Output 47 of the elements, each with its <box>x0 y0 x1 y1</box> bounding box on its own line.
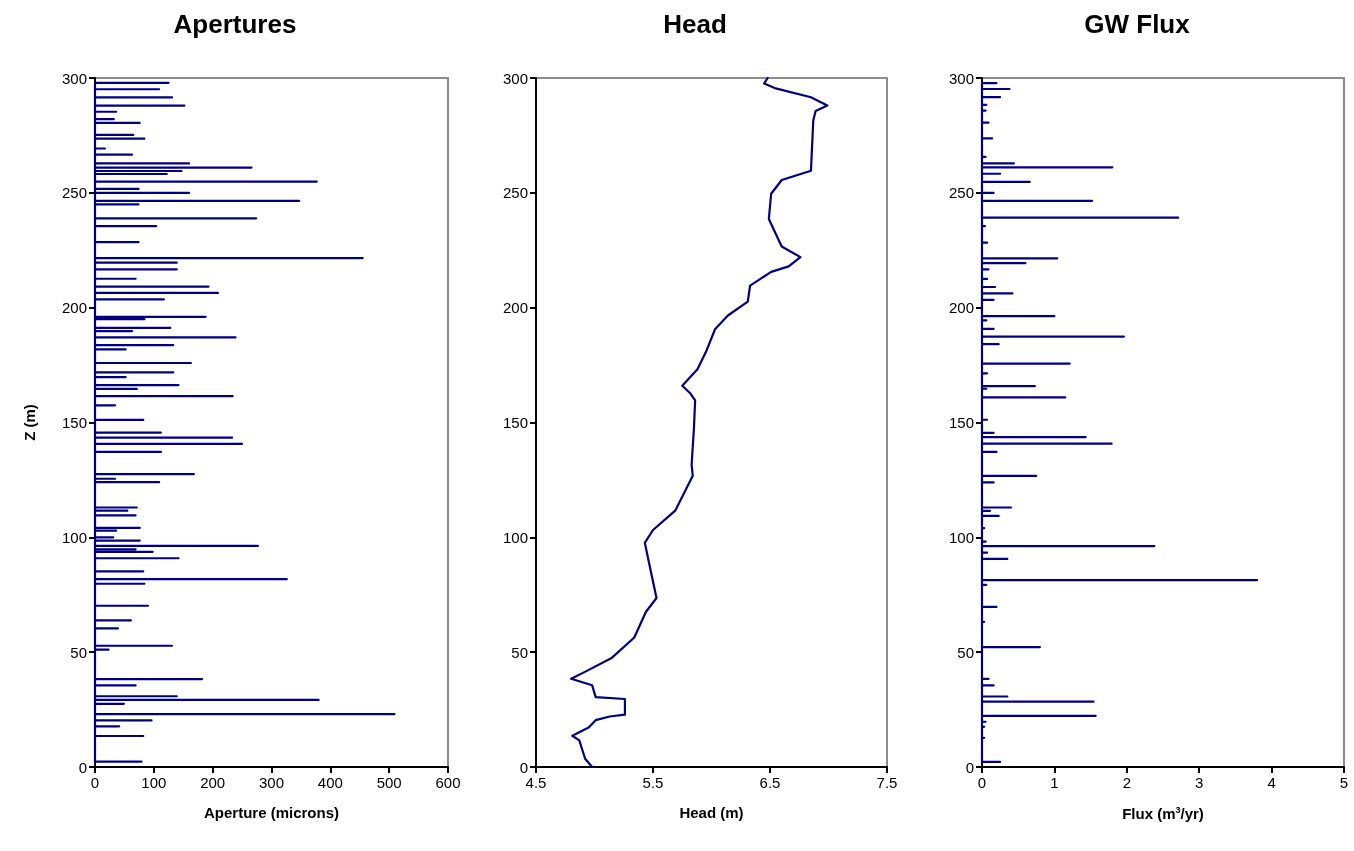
line-series <box>980 81 1259 764</box>
y-tick-label: 250 <box>502 184 528 202</box>
y-tick-label: 100 <box>948 528 974 546</box>
x-axis-title: Aperture (microns) <box>203 804 340 821</box>
y-tick-label: 50 <box>70 643 87 661</box>
y-axis-title: Z (m) <box>21 404 38 441</box>
y-tick-label: 0 <box>519 758 528 776</box>
x-tick-label: 100 <box>141 774 167 791</box>
y-tick-label: 200 <box>61 299 87 317</box>
x-tick-label: 200 <box>200 774 226 791</box>
y-tick-label: 200 <box>948 299 974 317</box>
x-tick-label: 4.5 <box>525 774 547 791</box>
x-tick-label: 4 <box>1267 774 1276 791</box>
y-tick-label: 250 <box>61 184 87 202</box>
y-tick-label: 150 <box>502 414 528 431</box>
y-tick-label: 150 <box>948 414 974 431</box>
x-tick-label: 600 <box>435 774 461 791</box>
y-tick-label: 150 <box>61 414 87 431</box>
x-tick-label: 3 <box>1195 774 1204 791</box>
x-tick-label: 300 <box>258 774 285 791</box>
x-tick-label: 1 <box>1050 774 1059 791</box>
line-series <box>93 81 396 763</box>
y-tick-label: 300 <box>61 69 87 87</box>
x-tick-label: 400 <box>317 774 343 791</box>
x-tick-label: 5 <box>1339 774 1349 791</box>
x-tick-label: 0 <box>977 774 987 791</box>
y-tick-label: 200 <box>502 299 528 317</box>
y-tick-label: 0 <box>965 758 974 776</box>
y-tick-label: 300 <box>948 69 974 87</box>
chart-title: Apertures <box>173 9 297 39</box>
y-tick-label: 50 <box>957 643 974 661</box>
y-tick-label: 100 <box>61 528 87 546</box>
x-tick-label: 500 <box>376 774 402 791</box>
y-tick-label: 0 <box>78 758 87 776</box>
x-tick-label: 7.5 <box>876 774 898 791</box>
y-tick-label: 300 <box>502 69 528 87</box>
x-axis-title: Head (m) <box>679 804 744 821</box>
y-tick-label: 250 <box>948 184 974 202</box>
line-series <box>570 76 829 769</box>
y-tick-label: 50 <box>511 643 528 661</box>
chart-title: Head <box>663 9 727 39</box>
chart-title: GW Flux <box>1084 9 1191 39</box>
x-tick-label: 0 <box>90 774 100 791</box>
x-tick-label: 5.5 <box>642 774 664 791</box>
x-tick-label: 2 <box>1122 774 1131 791</box>
x-tick-label: 6.5 <box>759 774 781 791</box>
y-tick-label: 100 <box>502 528 528 546</box>
